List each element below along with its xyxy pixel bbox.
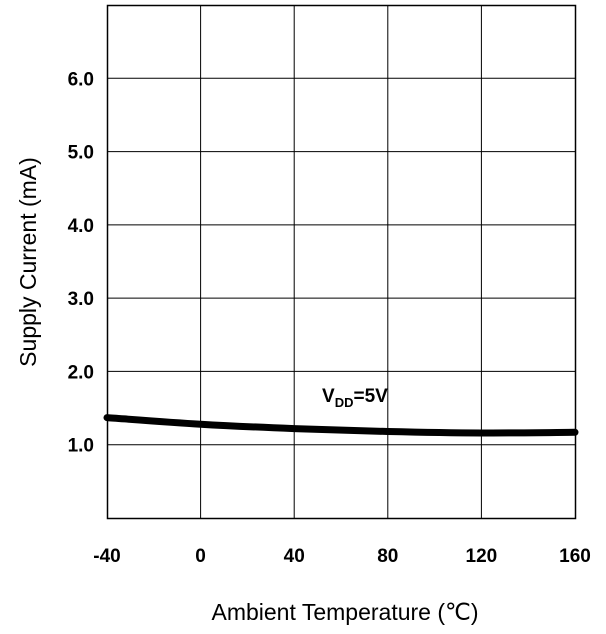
y-tick-label: 6.0 <box>68 69 94 90</box>
x-tick-label: 0 <box>195 546 206 567</box>
y-tick-label: 2.0 <box>68 362 94 383</box>
x-tick-label: -40 <box>93 546 120 567</box>
y-axis-title: Supply Current (mA) <box>15 157 41 367</box>
y-tick-label: 3.0 <box>68 289 94 310</box>
y-tick-label: 1.0 <box>68 436 94 457</box>
y-tick-label: 5.0 <box>68 143 94 164</box>
x-tick-label: 160 <box>559 546 591 567</box>
annotation-rest: =5V <box>353 386 388 407</box>
grid <box>107 5 575 518</box>
x-tick-label: 80 <box>377 546 398 567</box>
annotation-subscript: DD <box>335 395 354 410</box>
y-tick-labels: 1.0 2.0 3.0 4.0 5.0 6.0 <box>68 69 94 456</box>
x-tick-labels: -40 0 40 80 120 160 <box>93 546 591 567</box>
x-tick-label: 120 <box>466 546 498 567</box>
series-layer <box>103 414 579 437</box>
x-tick-label: 40 <box>284 546 305 567</box>
plot-frame <box>106 4 577 520</box>
series-line-vdd-5v <box>103 414 579 437</box>
x-axis-title: Ambient Temperature (℃) <box>211 599 478 625</box>
series-annotation: VDD=5V <box>322 386 388 410</box>
y-tick-label: 4.0 <box>68 216 94 237</box>
annotation-main: V <box>322 386 335 407</box>
